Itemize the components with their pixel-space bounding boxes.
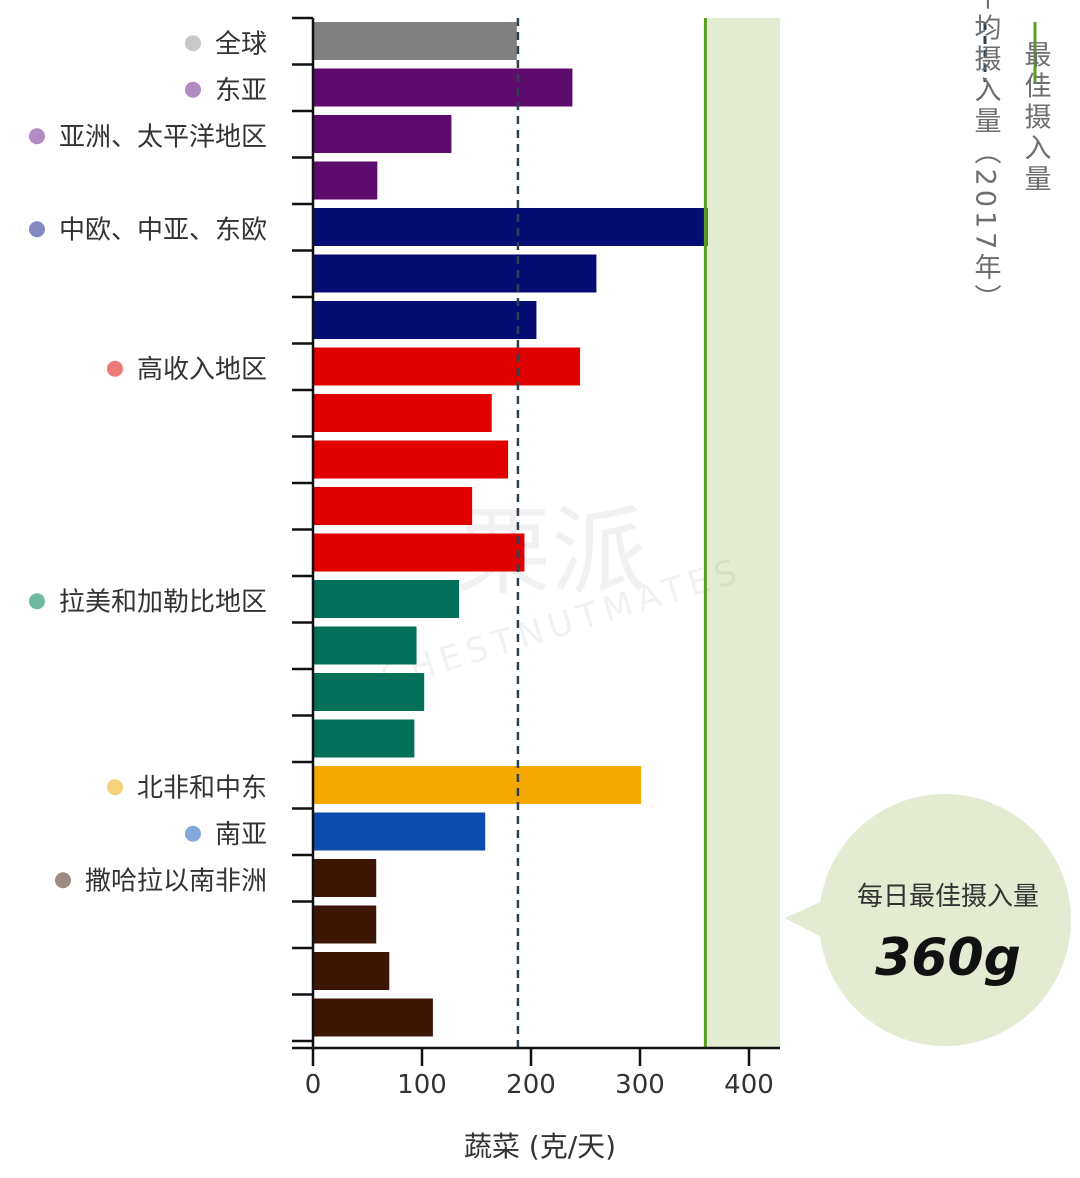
category-dot — [106, 360, 123, 377]
callout-bubble: 每日最佳摄入量 360g — [785, 794, 1071, 1046]
bar-3-0 — [313, 208, 708, 246]
bubble-value: 360g — [875, 928, 1021, 988]
bar-0-0 — [313, 22, 517, 60]
bar-8-2 — [313, 952, 390, 990]
reference-lines — [516, 18, 707, 1048]
category-label: 拉美和加勒比地区 — [59, 587, 267, 617]
category-label: 南亚 — [215, 820, 267, 850]
category-dot — [184, 81, 201, 98]
x-tick-label: 0 — [305, 1070, 322, 1100]
bar-3-1 — [313, 254, 597, 293]
category-label: 东亚 — [215, 76, 267, 106]
category-label: 中欧、中亚、东欧 — [59, 215, 267, 245]
bar-5-3 — [313, 719, 415, 758]
bar-1-0 — [313, 68, 573, 107]
category-dot — [54, 872, 71, 889]
bar-4-1 — [313, 394, 492, 432]
x-tick-label: 300 — [615, 1070, 665, 1100]
x-axis-title: 蔬菜 (克/天) — [464, 1130, 616, 1163]
category-label: 北非和中东 — [137, 773, 267, 803]
category-dot — [28, 593, 45, 610]
bubble-circle — [819, 794, 1071, 1046]
bar-5-0 — [313, 580, 460, 618]
x-tick-label: 400 — [724, 1070, 774, 1100]
bar-6-0 — [313, 766, 642, 804]
x-tick-label: 200 — [506, 1070, 556, 1100]
bar-5-2 — [313, 673, 425, 711]
legend-average-label: 全球平均摄入量（2017年） — [970, 0, 1002, 315]
bar-2-1 — [313, 161, 378, 200]
bar-7-0 — [313, 812, 486, 851]
bar-5-1 — [313, 626, 417, 665]
bar-4-3 — [313, 487, 473, 525]
x-tick-label: 100 — [397, 1070, 447, 1100]
category-dot — [184, 825, 201, 842]
category-label: 全球 — [215, 29, 267, 59]
bar-8-0 — [313, 859, 377, 897]
category-label: 亚洲、太平洋地区 — [59, 122, 267, 152]
bar-8-3 — [313, 998, 433, 1037]
bars — [313, 22, 708, 1037]
bar-4-4 — [313, 533, 525, 572]
bubble-title: 每日最佳摄入量 — [857, 882, 1039, 912]
category-dot — [184, 35, 201, 52]
bar-2-0 — [313, 115, 452, 153]
bar-3-2 — [313, 301, 537, 339]
bar-4-2 — [313, 440, 509, 479]
category-labels: 全球东亚亚洲、太平洋地区中欧、中亚、东欧高收入地区拉美和加勒比地区北非和中东南亚… — [28, 29, 267, 896]
optimal-band — [705, 18, 780, 1048]
bar-4-0 — [313, 347, 581, 386]
optimal-zone — [705, 18, 780, 1048]
legend-optimal-label: 最佳摄入量 — [1020, 41, 1052, 196]
category-dot — [28, 128, 45, 145]
category-label: 撒哈拉以南非洲 — [85, 866, 267, 896]
bar-8-1 — [313, 905, 377, 944]
category-dot — [28, 221, 45, 238]
category-label: 高收入地区 — [137, 355, 267, 385]
bubble-pointer — [785, 895, 836, 945]
axes: 0 100 200 300 400 蔬菜 (克/天) — [292, 16, 780, 1163]
category-dot — [106, 779, 123, 796]
